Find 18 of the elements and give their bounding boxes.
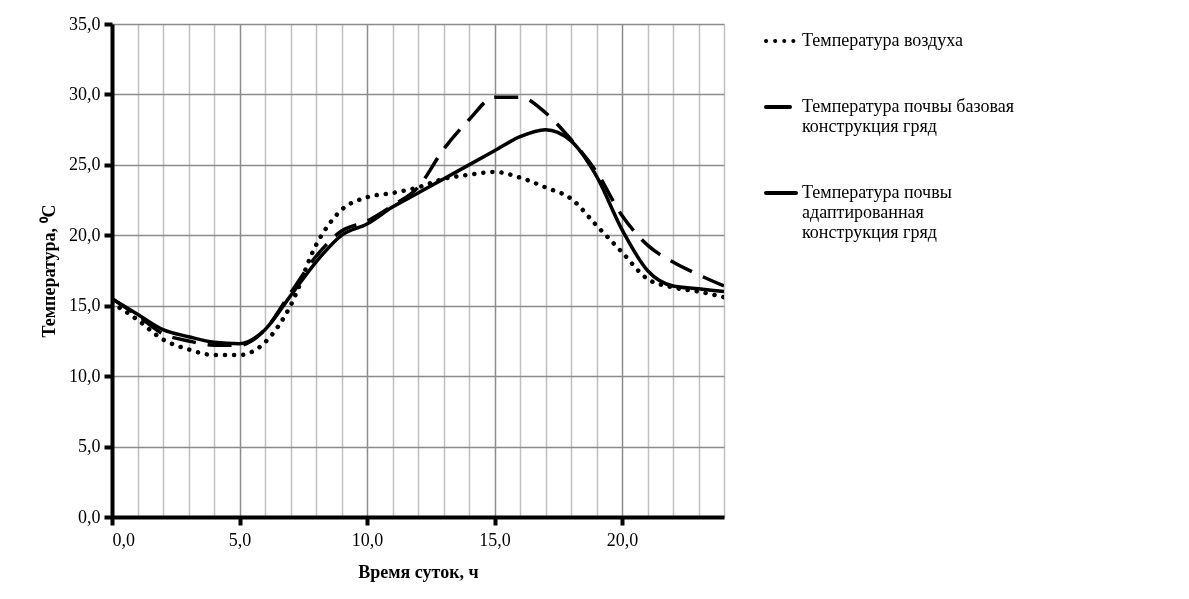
legend-label: Температура воздуха: [802, 30, 964, 50]
x-tick-label: 10,0: [351, 529, 384, 550]
y-tick-label: 20,0: [69, 224, 101, 245]
y-tick-label: 15,0: [69, 295, 101, 316]
y-tick-label: 25,0: [69, 154, 101, 175]
y-tick-label: 35,0: [69, 13, 101, 34]
x-tick-label: 5,0: [228, 529, 252, 550]
y-tick-label: 5,0: [78, 436, 101, 457]
y-tick-label: 10,0: [69, 365, 101, 386]
y-tick-label: 0,0: [78, 506, 101, 527]
x-tick-label: 15,0: [479, 529, 511, 550]
y-axis-title: Температура, ⁰C: [39, 204, 59, 338]
legend-label: Температура почвы базовая конструкция гряд: [802, 96, 1014, 136]
x-tick-label: 0,0: [112, 529, 135, 550]
x-axis-title: Время суток, ч: [358, 561, 479, 582]
y-tick-label: 30,0: [69, 83, 101, 104]
legend-label: Температура почвы адаптированная конструкция гряд: [802, 182, 952, 242]
x-tick-label: 20,0: [606, 529, 639, 550]
